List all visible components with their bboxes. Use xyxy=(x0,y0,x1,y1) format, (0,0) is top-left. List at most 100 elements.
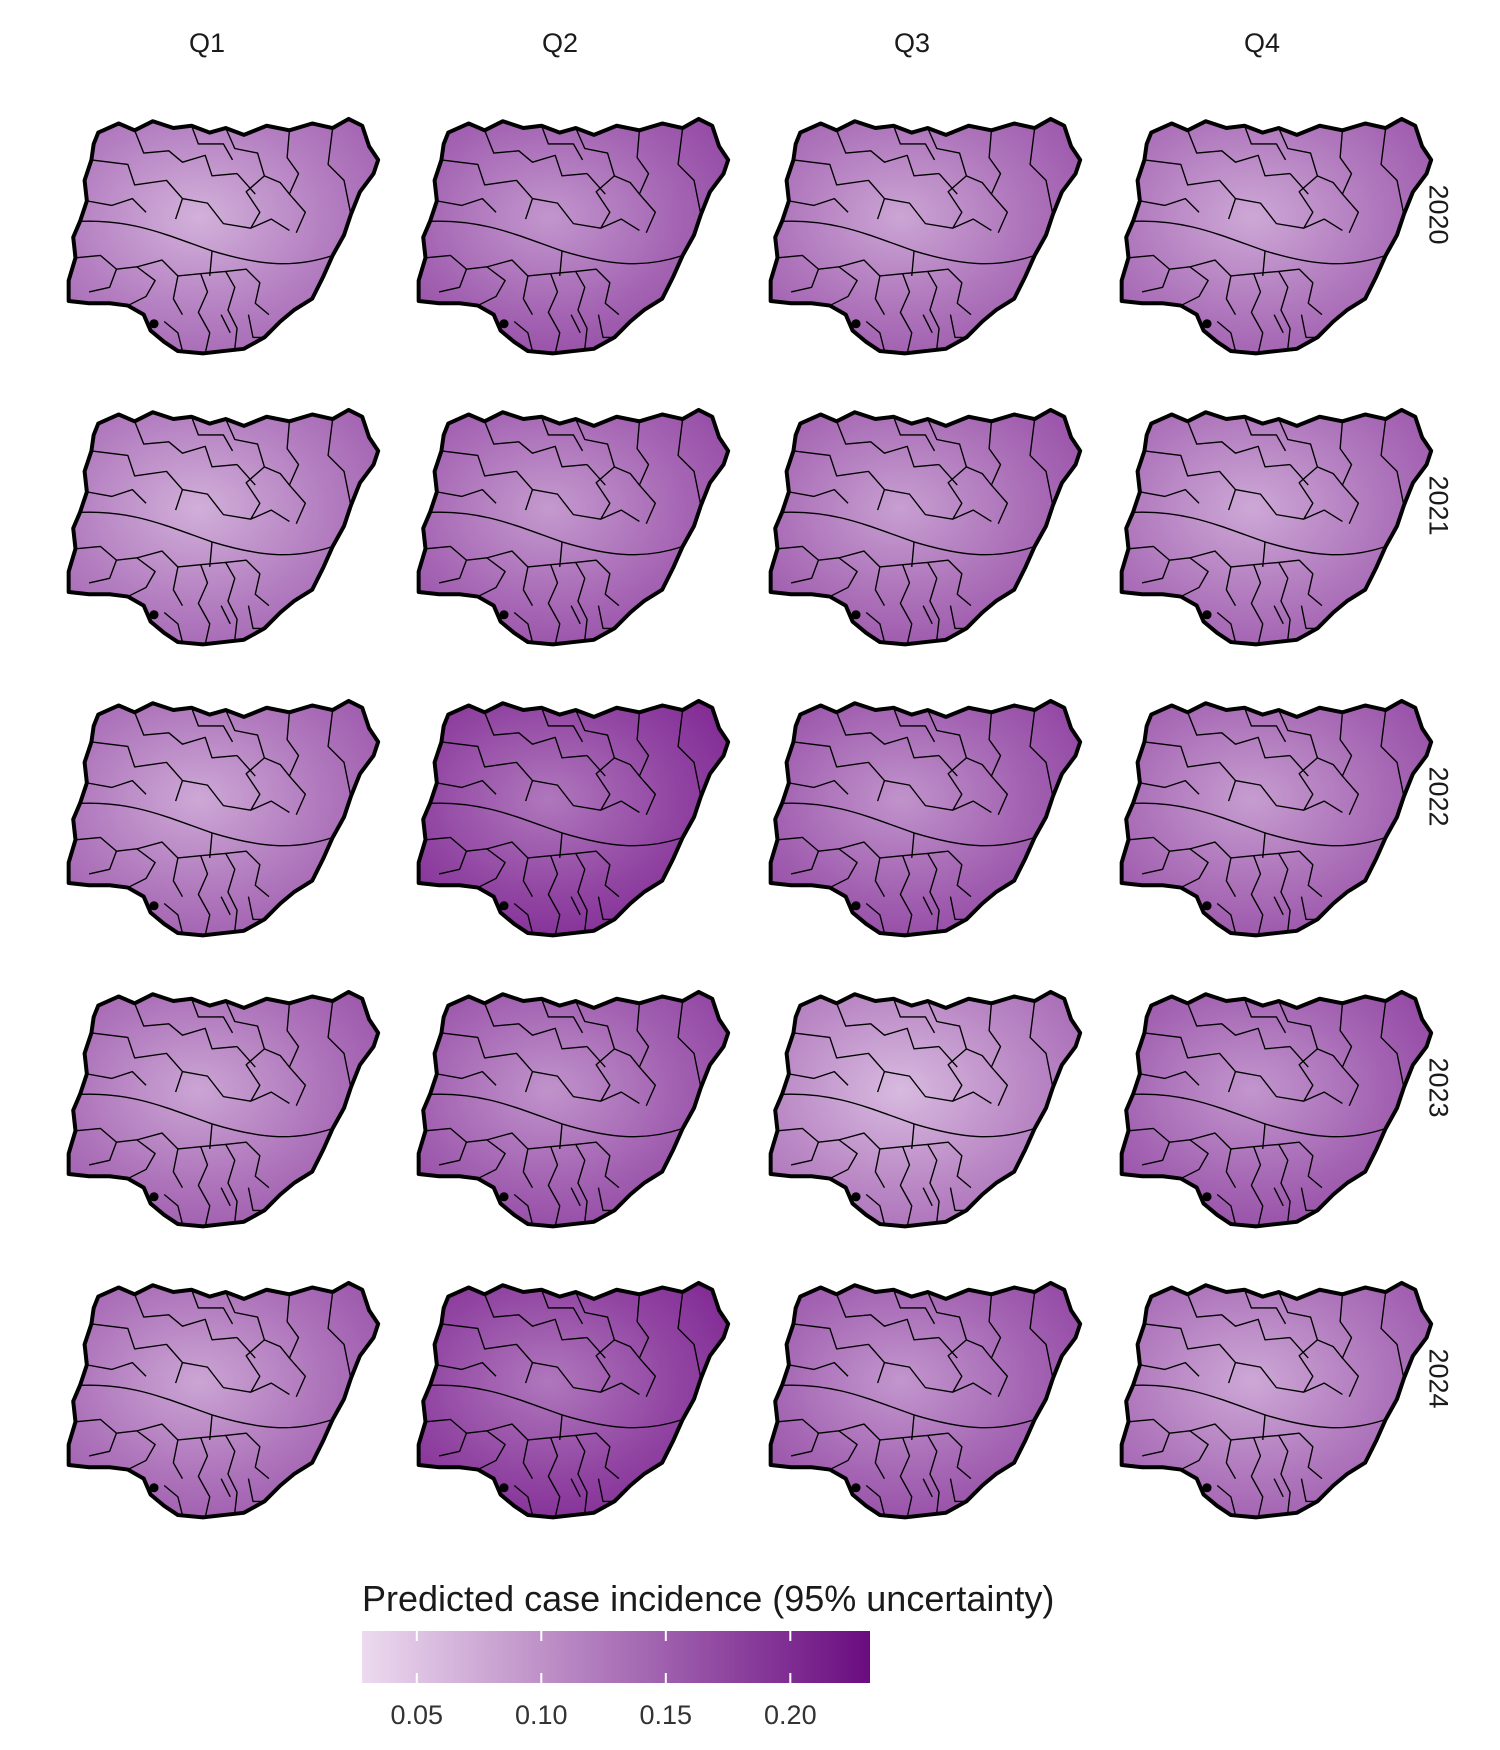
country-fill xyxy=(1121,700,1432,936)
lagos-marker xyxy=(499,1483,509,1493)
state-boundary xyxy=(436,779,497,795)
country-fill xyxy=(68,118,379,354)
state-boundary xyxy=(532,1070,640,1105)
state-boundary xyxy=(1262,832,1266,859)
state-boundary xyxy=(134,130,238,177)
state-boundary xyxy=(86,197,147,213)
country-border xyxy=(416,989,731,1229)
state-boundary xyxy=(1243,125,1287,161)
state-boundary xyxy=(836,130,940,177)
state-boundary xyxy=(614,1339,640,1359)
state-boundary xyxy=(1128,254,1209,307)
country-fill xyxy=(418,409,729,645)
country-border xyxy=(66,407,381,647)
lagos-marker xyxy=(499,901,509,911)
state-boundary xyxy=(441,1323,534,1384)
state-boundary xyxy=(327,127,352,215)
state-boundary xyxy=(836,1003,940,1050)
state-boundary xyxy=(1230,855,1264,936)
state-boundary xyxy=(91,1323,184,1384)
state-boundary xyxy=(1235,488,1343,523)
state-boundary xyxy=(575,559,620,607)
country-border xyxy=(1119,116,1434,356)
state-boundary xyxy=(182,779,290,814)
state-boundary xyxy=(614,757,640,777)
state-boundary xyxy=(1144,741,1237,802)
state-boundary xyxy=(1141,850,1171,875)
lagos-marker xyxy=(1202,319,1212,329)
state-boundary xyxy=(1029,709,1054,797)
country-fill xyxy=(1121,1282,1432,1518)
state-boundary xyxy=(636,421,657,525)
state-boundary xyxy=(220,896,231,916)
state-boundary xyxy=(441,450,534,511)
state-boundary xyxy=(220,1187,231,1207)
state-boundary xyxy=(1380,709,1405,797)
state-boundary xyxy=(938,1337,958,1359)
state-boundary xyxy=(200,561,238,640)
state-boundary xyxy=(938,1046,958,1068)
state-boundary xyxy=(163,320,184,352)
column-header-q3: Q3 xyxy=(893,28,931,58)
state-boundary xyxy=(177,1146,211,1227)
state-boundary xyxy=(922,896,933,916)
state-boundary xyxy=(134,1294,238,1341)
state-boundary xyxy=(264,1048,290,1068)
state-boundary xyxy=(1253,561,1291,640)
state-boundary xyxy=(575,268,620,316)
country-border xyxy=(1119,1280,1434,1520)
state-boundary xyxy=(209,541,213,568)
column-header-q1: Q1 xyxy=(188,28,226,58)
country-fill xyxy=(418,700,729,936)
map-panel-2021-q3 xyxy=(757,381,1087,671)
state-boundary xyxy=(200,852,238,931)
state-boundary xyxy=(1273,1187,1284,1207)
state-boundary xyxy=(614,466,640,486)
state-boundary xyxy=(182,197,290,232)
state-boundary xyxy=(1243,998,1287,1034)
state-boundary xyxy=(793,1323,886,1384)
state-boundary xyxy=(677,1000,702,1088)
state-boundary xyxy=(1289,1046,1309,1068)
state-boundary xyxy=(540,1289,584,1325)
state-boundary xyxy=(1380,127,1405,215)
state-boundary xyxy=(865,611,886,643)
state-boundary xyxy=(1235,1361,1343,1396)
state-boundary xyxy=(1144,159,1237,220)
choropleth-map xyxy=(416,698,731,938)
country-border xyxy=(768,1280,1083,1520)
country-fill xyxy=(68,700,379,936)
state-boundary xyxy=(1141,1432,1171,1457)
state-boundary xyxy=(540,707,584,743)
state-boundary xyxy=(190,125,234,161)
map-panel-2021-q4 xyxy=(1108,381,1438,671)
state-boundary xyxy=(438,268,468,293)
state-boundary xyxy=(892,125,936,161)
state-boundary xyxy=(486,259,534,315)
state-boundary xyxy=(88,268,118,293)
state-boundary xyxy=(865,1484,886,1516)
state-boundary xyxy=(902,561,940,640)
state-boundary xyxy=(75,1418,156,1471)
choropleth-map xyxy=(768,698,1083,938)
state-boundary xyxy=(91,741,184,802)
state-boundary xyxy=(884,1361,992,1396)
map-panel-2022-q2 xyxy=(405,672,735,962)
map-panel-2021-q1 xyxy=(55,381,385,671)
state-boundary xyxy=(777,545,858,598)
country-border xyxy=(1119,698,1434,938)
choropleth-map xyxy=(1119,698,1434,938)
state-boundary xyxy=(892,707,936,743)
state-boundary xyxy=(777,836,858,889)
state-boundary xyxy=(1317,1048,1343,1068)
state-boundary xyxy=(225,268,270,316)
state-boundary xyxy=(1235,197,1343,232)
state-boundary xyxy=(892,416,936,452)
legend-tick-label: 0.15 xyxy=(639,1700,693,1730)
state-boundary xyxy=(513,1484,534,1516)
legend-colorbar xyxy=(362,1631,870,1683)
state-boundary xyxy=(134,1003,238,1050)
state-boundary xyxy=(836,421,940,468)
state-boundary xyxy=(927,850,972,898)
map-panel-2020-q2 xyxy=(405,90,735,380)
